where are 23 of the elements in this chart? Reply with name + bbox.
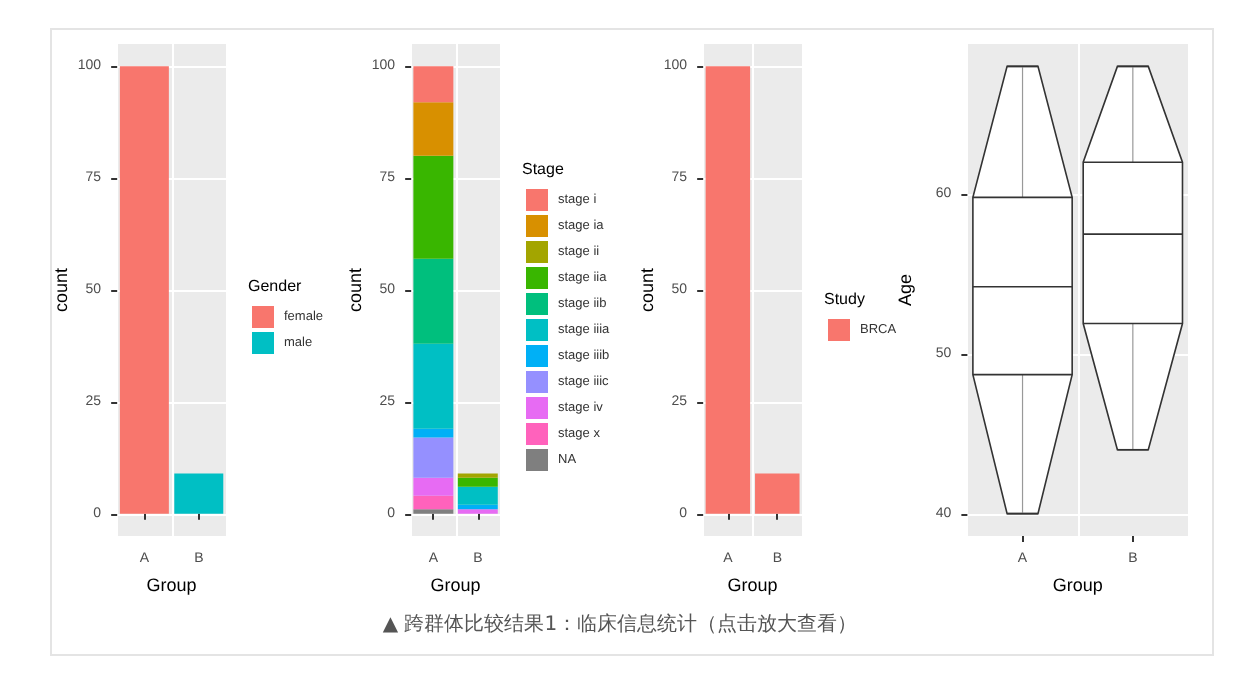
bar bbox=[413, 102, 454, 156]
bar bbox=[413, 437, 454, 478]
y-axis-title: Age bbox=[895, 273, 915, 307]
y-axis-title: count bbox=[51, 267, 71, 313]
bar bbox=[457, 477, 498, 487]
bar bbox=[413, 155, 454, 259]
bar bbox=[413, 428, 454, 438]
x-axis-title: Group bbox=[146, 574, 197, 595]
y-axis-title: count bbox=[637, 267, 657, 313]
bar bbox=[413, 66, 454, 103]
x-axis-title: Group bbox=[1052, 574, 1103, 595]
legend-title: Gender bbox=[248, 277, 303, 295]
bar bbox=[413, 343, 454, 429]
bar bbox=[457, 486, 498, 505]
legend-title: Study bbox=[824, 290, 865, 308]
text: ▲ 跨群体比较结果1：临床信息统计（点击放大查看） bbox=[380, 611, 860, 638]
x-axis-title: Group bbox=[430, 574, 481, 595]
x-axis-title: Group bbox=[727, 574, 778, 595]
bar bbox=[413, 495, 454, 510]
y-axis-title: count bbox=[345, 267, 365, 313]
legend-title: Stage bbox=[522, 160, 565, 178]
bar bbox=[413, 258, 454, 344]
bar bbox=[413, 477, 454, 496]
